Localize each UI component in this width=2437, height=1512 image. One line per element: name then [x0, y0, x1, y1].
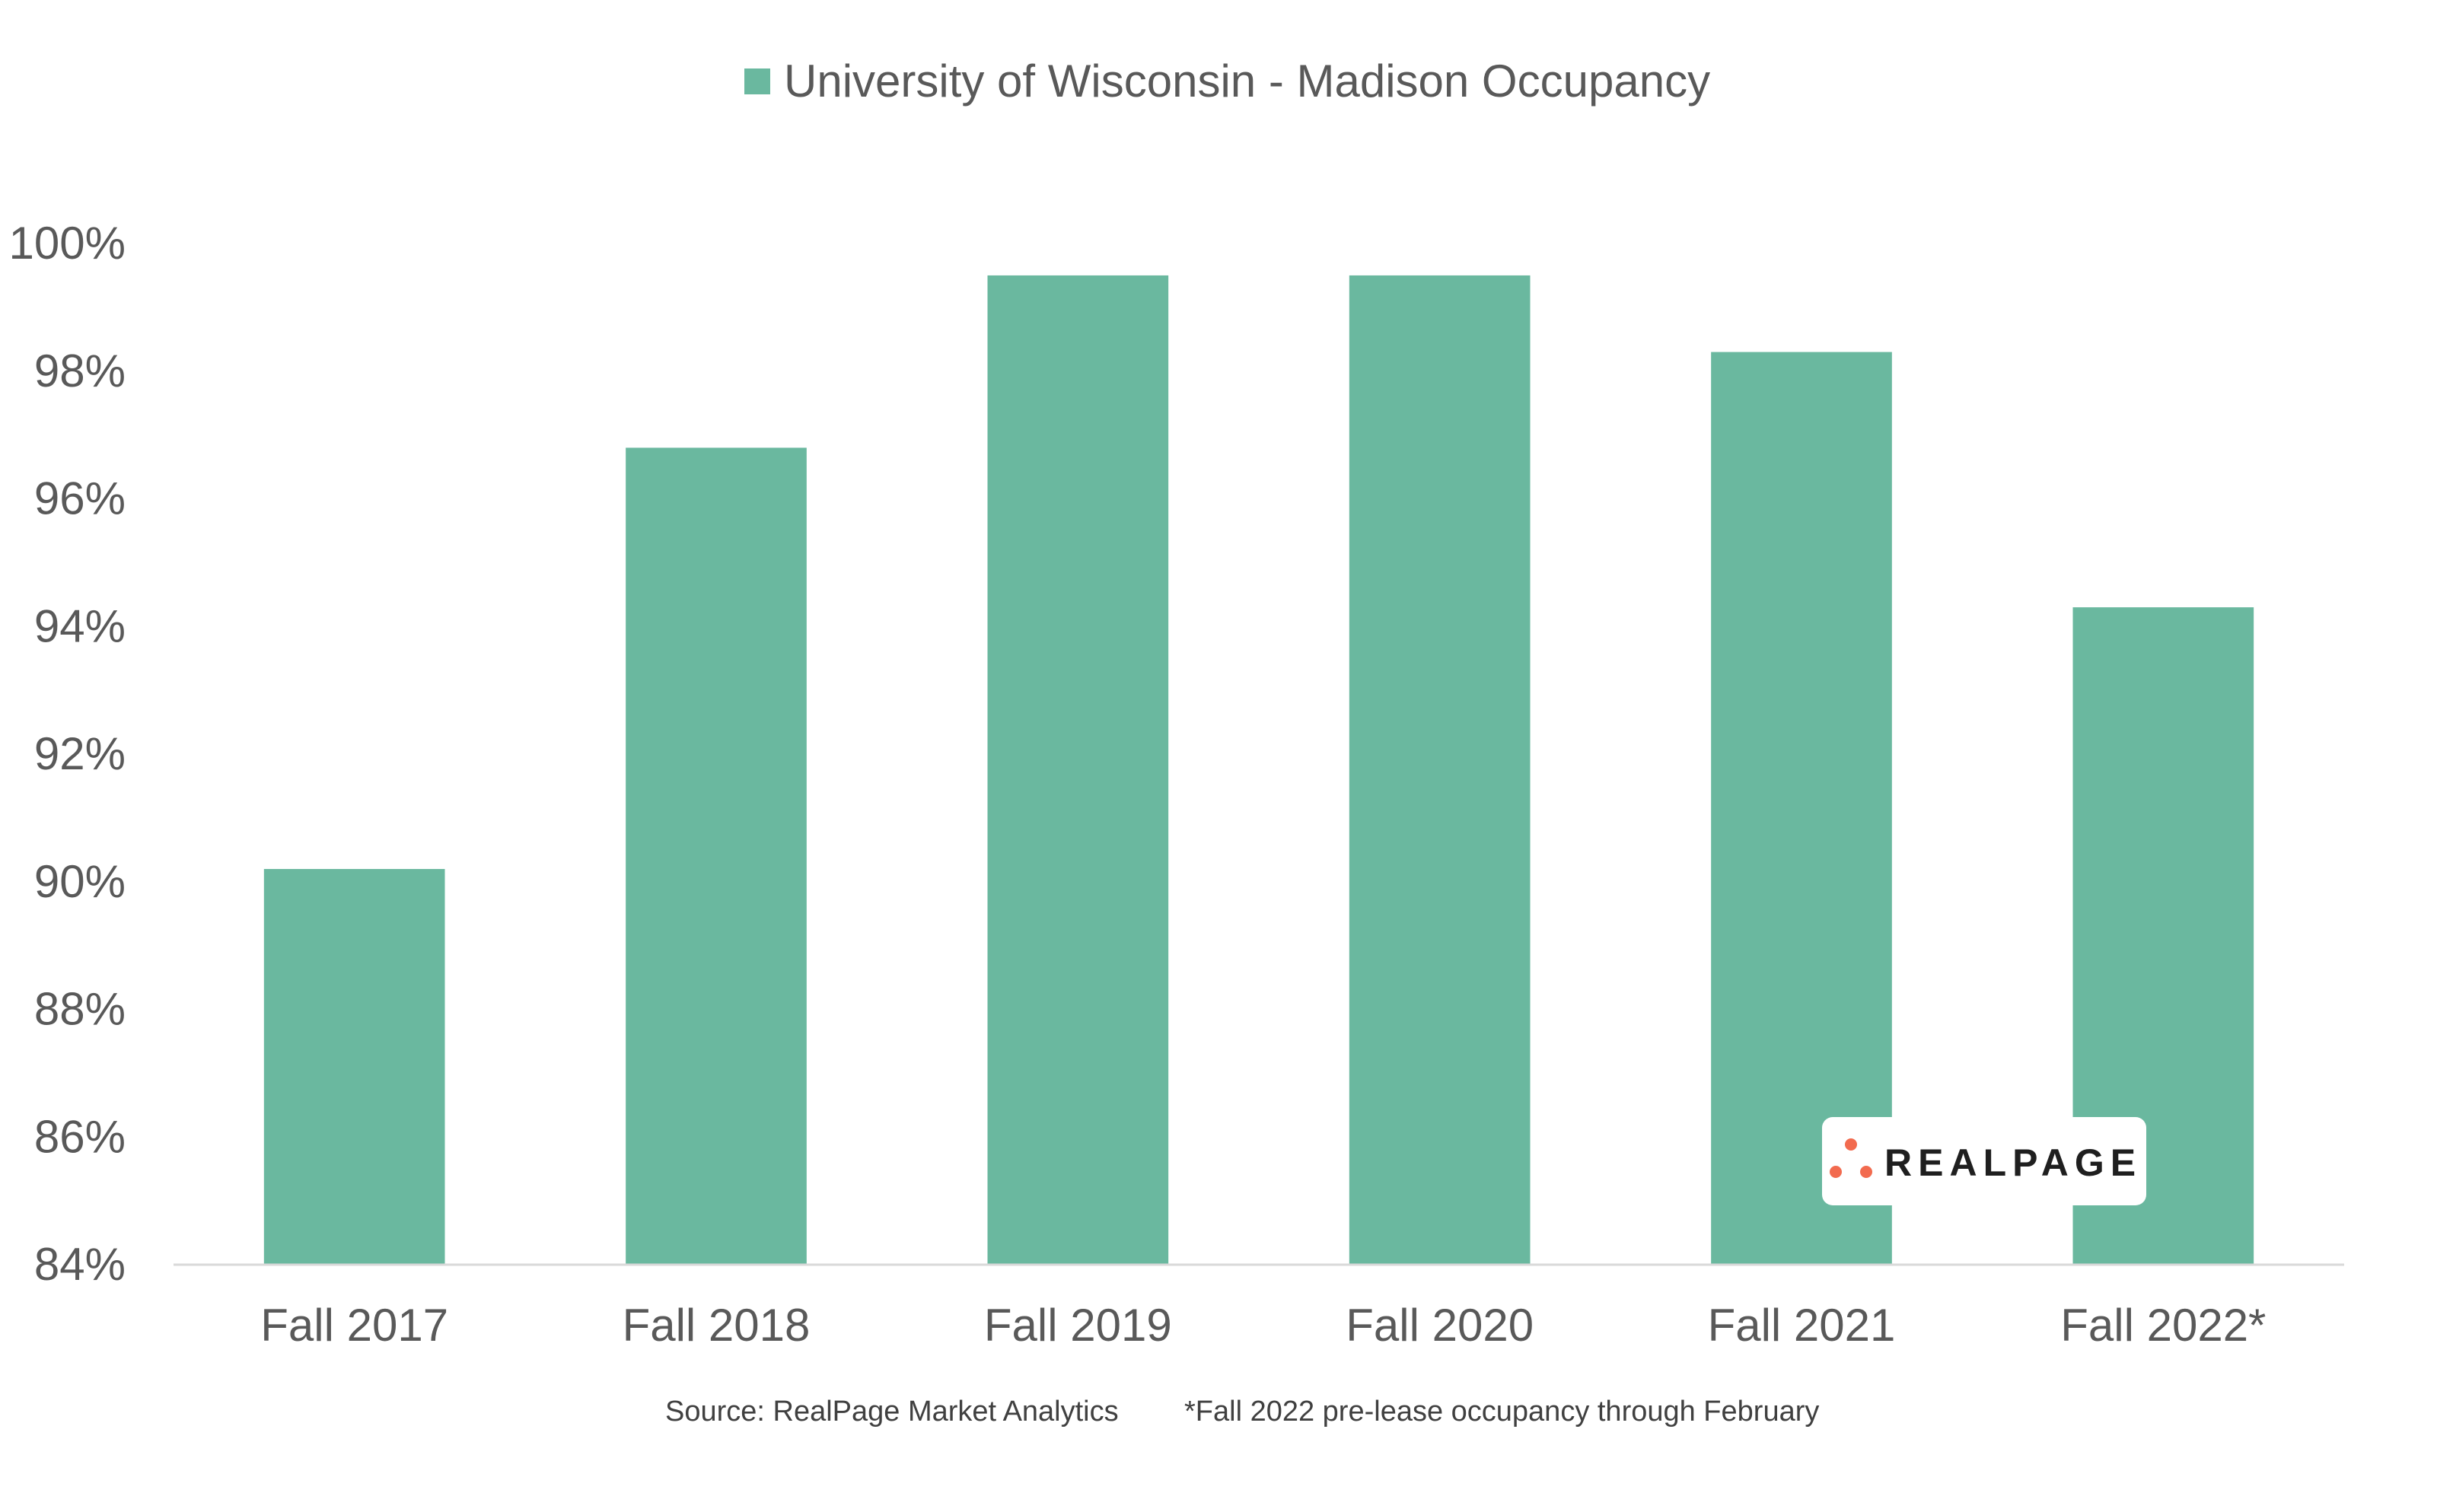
y-tick-label: 90% — [34, 856, 126, 907]
bar — [626, 447, 807, 1265]
x-category-label: Fall 2018 — [623, 1300, 811, 1351]
bar — [987, 275, 1169, 1265]
y-tick-label: 100% — [9, 218, 126, 269]
x-category-label: Fall 2017 — [260, 1300, 448, 1351]
source-footnote: Source: RealPage Market Analytics — [665, 1396, 1119, 1428]
logo-background — [1822, 1117, 2146, 1205]
bar — [263, 868, 445, 1265]
pre-lease-footnote: *Fall 2022 pre-lease occupancy through F… — [1184, 1396, 1819, 1428]
y-tick-label: 88% — [34, 984, 126, 1035]
x-category-label: Fall 2022* — [2060, 1300, 2266, 1351]
legend-swatch — [744, 68, 770, 94]
x-category-label: Fall 2020 — [1346, 1300, 1534, 1351]
y-axis-tick-labels: 84% 86% 88% 90% 92% 94% 96% 98% 100% — [9, 218, 126, 1290]
legend-label: University of Wisconsin - Madison Occupa… — [784, 56, 1710, 107]
logo-dot-right — [1860, 1166, 1872, 1178]
y-tick-label: 94% — [34, 600, 126, 651]
y-tick-label: 84% — [34, 1239, 126, 1290]
realpage-logo: REALPAGE — [1822, 1117, 2146, 1205]
bars — [263, 275, 2254, 1265]
y-tick-label: 86% — [34, 1111, 126, 1162]
logo-wordmark: REALPAGE — [1884, 1141, 2142, 1184]
y-tick-label: 96% — [34, 473, 126, 524]
bar — [1349, 275, 1531, 1265]
logo-dot-top — [1845, 1138, 1857, 1151]
legend: University of Wisconsin - Madison Occupa… — [744, 56, 1710, 107]
x-category-label: Fall 2021 — [1708, 1300, 1896, 1351]
bar — [1711, 352, 1892, 1265]
logo-dot-left — [1830, 1166, 1842, 1178]
y-tick-label: 92% — [34, 728, 126, 779]
x-category-label: Fall 2019 — [984, 1300, 1172, 1351]
x-axis-category-labels: Fall 2017 Fall 2018 Fall 2019 Fall 2020 Fall… — [260, 1300, 2266, 1351]
y-tick-label: 98% — [34, 345, 126, 396]
